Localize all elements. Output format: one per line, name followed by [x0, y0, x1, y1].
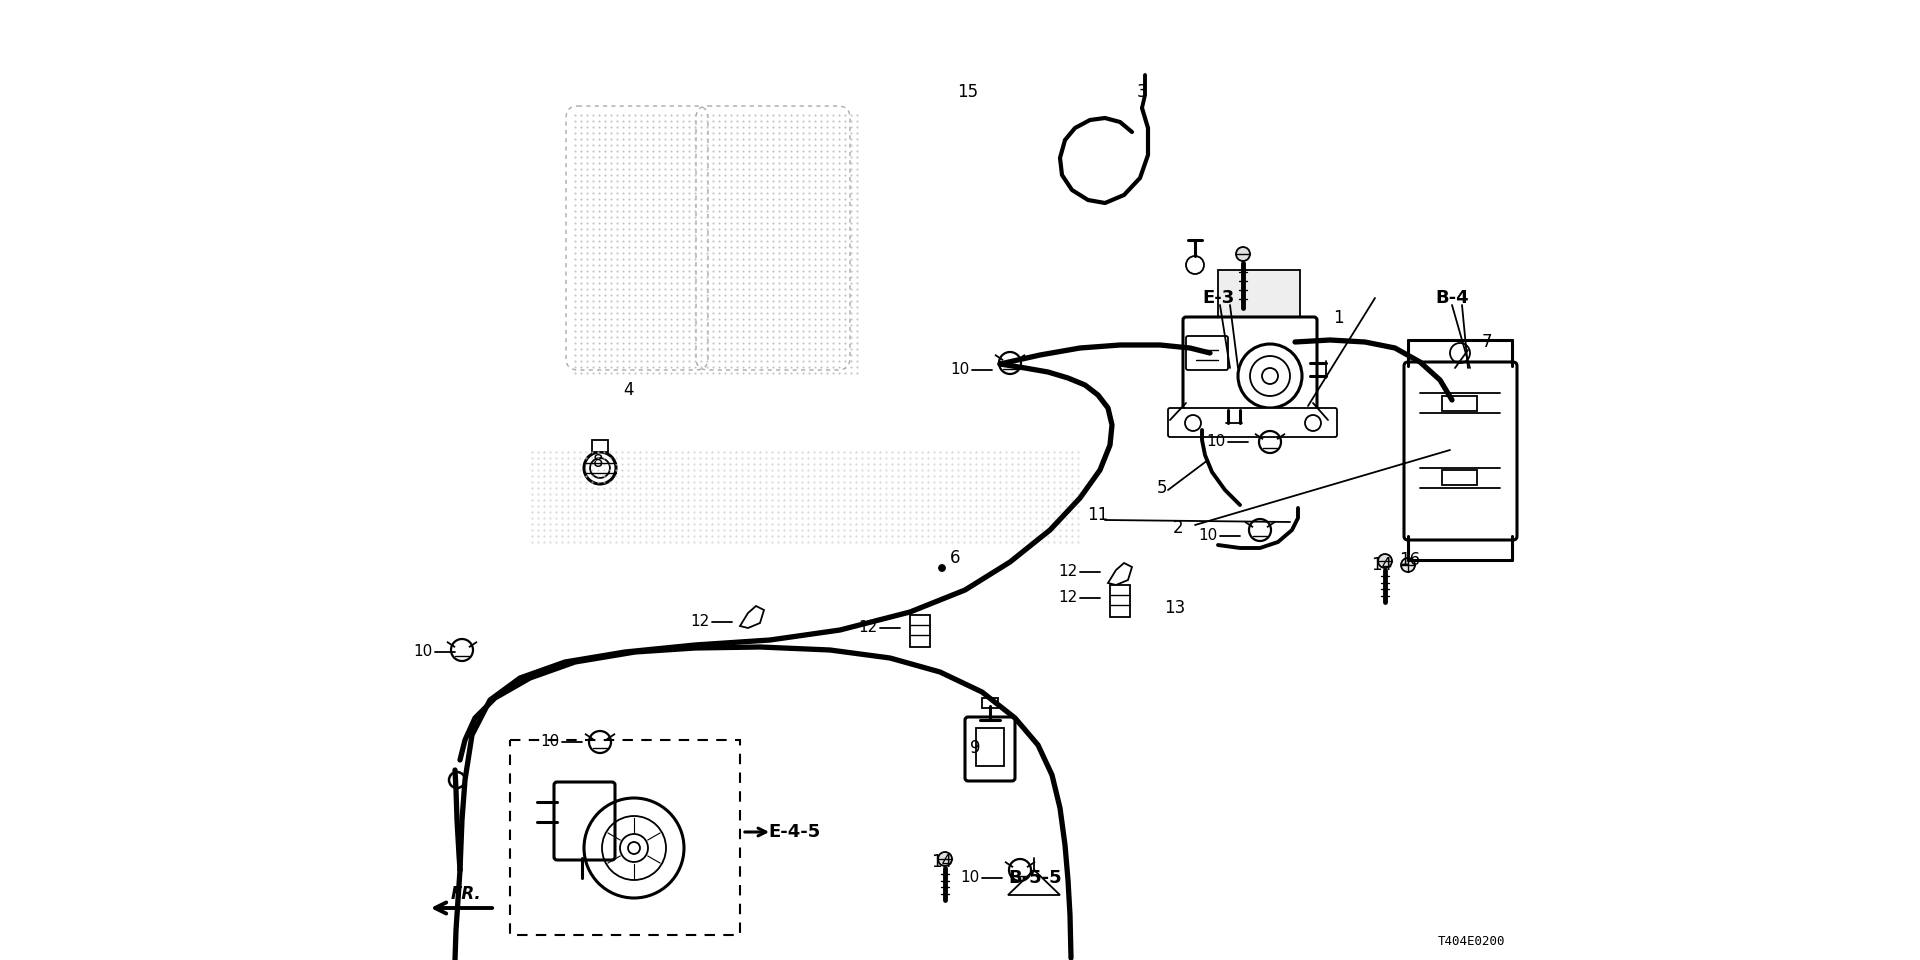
- Text: 2: 2: [1173, 519, 1183, 537]
- Text: 5: 5: [1156, 479, 1167, 497]
- FancyBboxPatch shape: [1167, 408, 1336, 437]
- Circle shape: [1379, 554, 1392, 568]
- Text: 16: 16: [1400, 551, 1421, 569]
- Text: 10: 10: [960, 871, 979, 885]
- Polygon shape: [739, 606, 764, 628]
- Bar: [1110, 585, 1131, 617]
- Text: 14: 14: [931, 853, 952, 871]
- Polygon shape: [1108, 563, 1133, 585]
- Text: T404E0200: T404E0200: [1438, 935, 1505, 948]
- Text: 12: 12: [1058, 564, 1077, 580]
- Bar: [511, 740, 739, 935]
- Bar: [1442, 470, 1476, 485]
- Circle shape: [939, 852, 952, 866]
- Circle shape: [939, 565, 945, 571]
- Circle shape: [1402, 558, 1415, 572]
- Text: 6: 6: [950, 549, 960, 567]
- FancyBboxPatch shape: [1187, 336, 1229, 370]
- Text: 14: 14: [1371, 556, 1392, 574]
- Text: 15: 15: [958, 83, 979, 101]
- Text: 7: 7: [1482, 333, 1492, 351]
- Text: 10: 10: [1208, 435, 1227, 449]
- Text: 9: 9: [970, 739, 981, 757]
- Bar: [1442, 396, 1476, 411]
- FancyBboxPatch shape: [966, 717, 1016, 781]
- FancyBboxPatch shape: [555, 782, 614, 860]
- Text: 8: 8: [593, 453, 603, 471]
- Text: FR.: FR.: [451, 885, 482, 903]
- FancyBboxPatch shape: [1183, 317, 1317, 413]
- FancyBboxPatch shape: [1404, 362, 1517, 540]
- Text: 4: 4: [622, 381, 634, 399]
- Text: 13: 13: [1164, 599, 1187, 617]
- Text: 10: 10: [1198, 529, 1217, 543]
- Text: E-3: E-3: [1202, 289, 1235, 307]
- Polygon shape: [1217, 270, 1300, 318]
- Text: 11: 11: [1087, 506, 1108, 524]
- Text: 10: 10: [413, 644, 434, 660]
- Bar: [975, 728, 1004, 766]
- Text: 1: 1: [1332, 309, 1344, 327]
- Text: 12: 12: [858, 620, 877, 636]
- Text: 10: 10: [541, 734, 561, 750]
- Text: 10: 10: [950, 363, 970, 377]
- Text: B-5-5: B-5-5: [1008, 869, 1062, 887]
- Text: E-4-5: E-4-5: [768, 823, 820, 841]
- Text: B-4: B-4: [1434, 289, 1469, 307]
- Bar: [910, 615, 929, 647]
- Circle shape: [1236, 247, 1250, 261]
- Text: 12: 12: [1058, 590, 1077, 606]
- Text: 12: 12: [691, 614, 710, 630]
- Text: 3: 3: [1137, 83, 1148, 101]
- Bar: [981, 698, 998, 708]
- Bar: [591, 440, 609, 452]
